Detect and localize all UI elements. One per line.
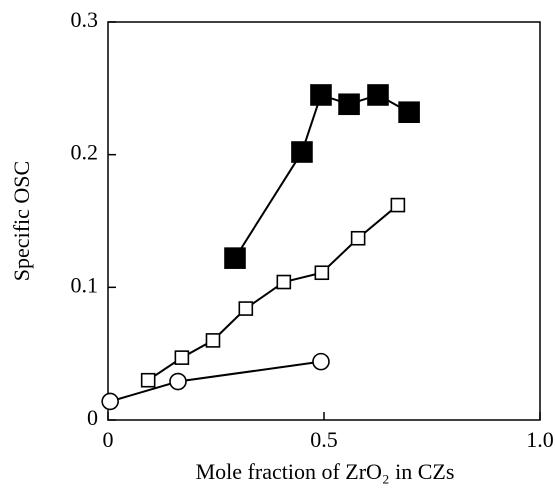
marker [140,372,156,388]
y-tick-label: 0.2 [71,140,99,165]
marker [367,84,389,106]
marker [291,141,313,163]
y-tick-label: 0.3 [71,7,99,32]
marker [174,350,190,365]
x-tick-label: 1.0 [526,427,554,452]
marker [314,265,330,281]
marker [310,84,332,106]
marker [101,392,119,411]
y-tick-label: 0 [87,405,98,430]
marker [338,93,360,116]
marker [398,101,420,124]
y-axis-label: Specific OSC [9,161,34,281]
marker [350,230,366,246]
marker [205,333,221,348]
x-tick-label: 0.5 [310,427,338,452]
marker [238,301,254,316]
x-tick-label: 0 [103,427,114,452]
marker [312,352,330,371]
series-line [234,93,410,259]
x-axis-label: Mole fraction of ZrO₂ in CZs [196,459,455,484]
marker [224,247,246,269]
y-tick-label: 0.1 [71,272,99,297]
marker [169,372,187,391]
marker [276,274,292,290]
marker [390,197,406,213]
